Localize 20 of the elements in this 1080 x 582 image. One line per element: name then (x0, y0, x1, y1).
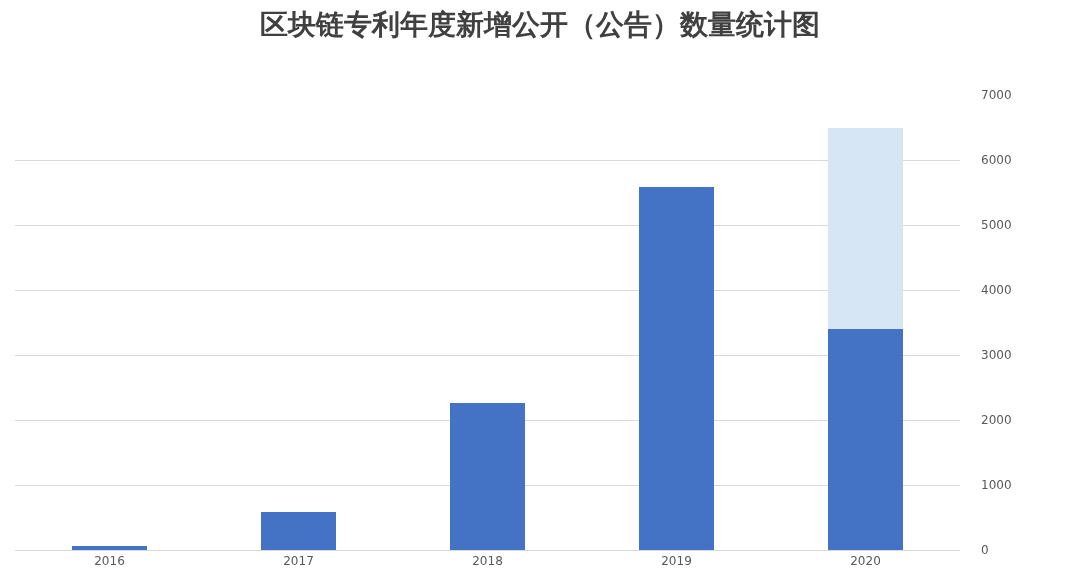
y-tick-label: 5000 (981, 218, 1012, 233)
bar (638, 187, 715, 550)
y-tick-label: 6000 (981, 153, 1012, 168)
bar (827, 329, 904, 550)
y-tick-label: 3000 (981, 348, 1012, 363)
y-tick-label: 0 (981, 543, 989, 558)
y-tick-label: 2000 (981, 413, 1012, 428)
y-tick-label: 1000 (981, 478, 1012, 493)
chart-title: 区块链专利年度新增公开（公告）数量统计图 (260, 8, 820, 42)
x-tick-label: 2016 (94, 554, 125, 569)
x-tick-label: 2017 (283, 554, 314, 569)
bar (449, 403, 526, 550)
y-tick-label: 4000 (981, 283, 1012, 298)
y-tick-label: 7000 (981, 88, 1012, 103)
x-tick-label: 2018 (472, 554, 503, 569)
x-tick-label: 2020 (850, 554, 881, 569)
bar (260, 512, 337, 550)
bar (827, 127, 904, 329)
bar (71, 546, 148, 550)
x-tick-label: 2019 (661, 554, 692, 569)
